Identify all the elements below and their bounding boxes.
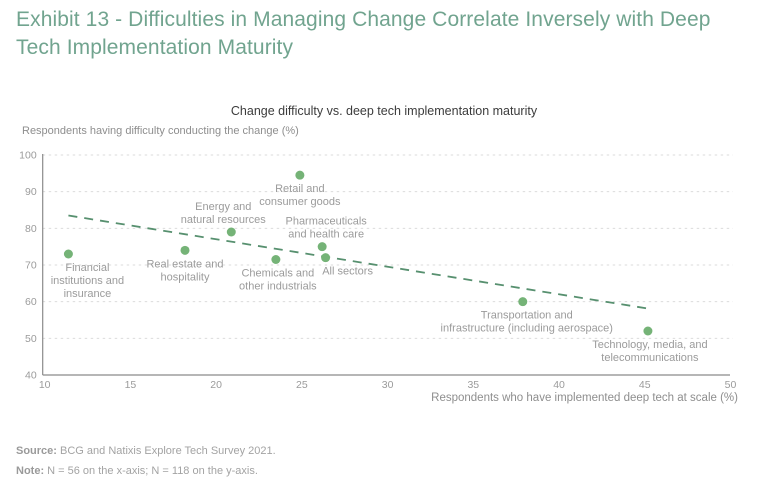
note-label: Note: xyxy=(16,465,45,477)
x-tick-35: 35 xyxy=(467,379,479,391)
note-text: N = 56 on the x-axis; N = 118 on the y-a… xyxy=(44,465,258,477)
data-point-8 xyxy=(518,297,528,307)
x-tick-50: 50 xyxy=(725,379,737,391)
source-line: Source: BCG and Natixis Explore Tech Sur… xyxy=(16,442,276,461)
data-point-label-3: Energy and natural resources xyxy=(181,201,266,226)
data-point-label-7: All sectors xyxy=(322,266,373,278)
x-tick-20: 20 xyxy=(210,379,222,391)
data-point-9 xyxy=(643,326,653,336)
y-tick-90: 90 xyxy=(25,186,37,198)
y-tick-80: 80 xyxy=(25,223,37,235)
source-label: Source: xyxy=(16,445,57,457)
data-point-label-1: Financial institutions and insurance xyxy=(51,262,124,300)
y-tick-100: 100 xyxy=(19,150,37,162)
data-point-1 xyxy=(63,249,73,259)
x-tick-15: 15 xyxy=(125,379,137,391)
x-tick-40: 40 xyxy=(553,379,565,391)
data-point-3 xyxy=(226,227,236,237)
x-tick-30: 30 xyxy=(382,379,394,391)
y-tick-50: 50 xyxy=(25,333,37,345)
data-point-label-8: Transportation and infrastructure (includ… xyxy=(441,310,613,335)
data-point-label-9: Technology, media, and telecommunications xyxy=(592,339,707,364)
x-tick-25: 25 xyxy=(296,379,308,391)
x-axis-title: Respondents who have implemented deep te… xyxy=(431,392,738,404)
data-point-label-5: Retail and consumer goods xyxy=(259,183,341,208)
y-tick-70: 70 xyxy=(25,260,37,272)
data-point-label-2: Real estate and hospitality xyxy=(146,258,223,283)
trend-line xyxy=(68,214,647,310)
data-point-label-6: Pharmaceuticals and health care xyxy=(285,216,367,241)
chart-footnotes: Source: BCG and Natixis Explore Tech Sur… xyxy=(16,442,276,482)
x-tick-45: 45 xyxy=(639,379,651,391)
y-tick-60: 60 xyxy=(25,296,37,308)
data-point-label-4: Chemicals and other industrials xyxy=(239,268,317,293)
exhibit-title: Exhibit 13 - Difficulties in Managing Ch… xyxy=(16,8,711,59)
chart-title: Change difficulty vs. deep tech implemen… xyxy=(230,104,538,118)
data-point-4 xyxy=(271,255,281,264)
y-axis-title: Respondents having difficulty conducting… xyxy=(22,125,299,137)
y-tick-40: 40 xyxy=(25,370,37,382)
data-point-5 xyxy=(295,170,305,180)
data-point-2 xyxy=(180,245,190,255)
source-text: BCG and Natixis Explore Tech Survey 2021… xyxy=(56,445,276,457)
data-point-7 xyxy=(321,253,331,263)
x-tick-10: 10 xyxy=(39,379,51,391)
data-point-6 xyxy=(317,242,327,252)
note-line: Note: N = 56 on the x-axis; N = 118 on t… xyxy=(16,462,276,481)
